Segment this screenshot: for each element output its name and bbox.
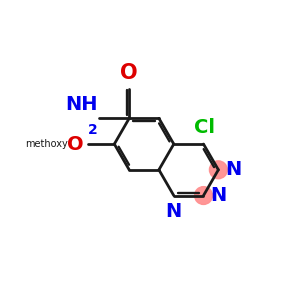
Text: N: N (225, 160, 241, 179)
Text: O: O (68, 135, 84, 154)
Text: O: O (120, 63, 138, 83)
Text: Cl: Cl (194, 118, 215, 136)
Text: methoxy: methoxy (25, 139, 68, 149)
Text: N: N (166, 202, 182, 221)
Circle shape (195, 187, 212, 205)
Text: NH: NH (65, 95, 98, 114)
Text: N: N (210, 186, 226, 205)
Text: 2: 2 (88, 123, 98, 137)
Circle shape (209, 161, 227, 179)
